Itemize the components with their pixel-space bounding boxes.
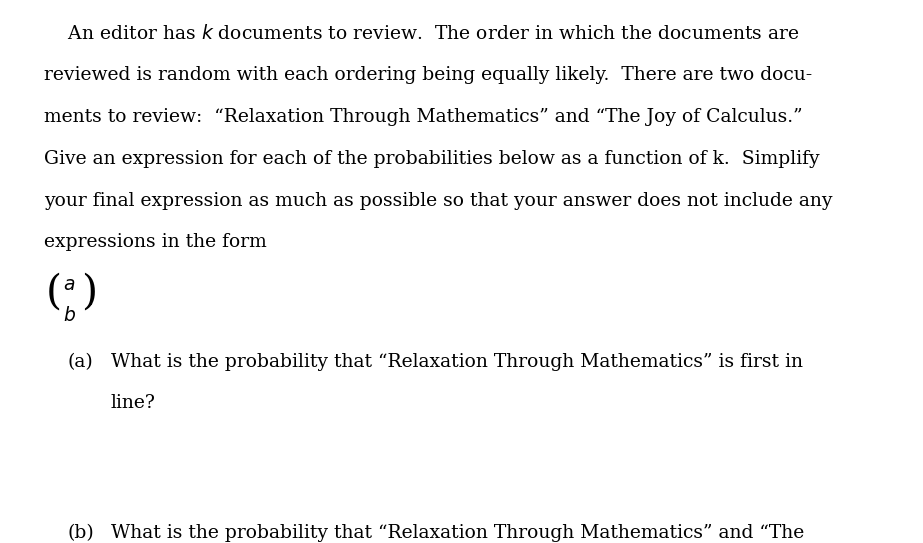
Text: (: (	[46, 273, 62, 313]
Text: line?: line?	[111, 394, 156, 413]
Text: Give an expression for each of the probabilities below as a function of k.  Simp: Give an expression for each of the proba…	[44, 150, 820, 168]
Text: $a$: $a$	[63, 276, 75, 294]
Text: An editor has $k$ documents to review.  The order in which the documents are: An editor has $k$ documents to review. T…	[44, 24, 800, 43]
Text: (b): (b)	[67, 524, 94, 542]
Text: ments to review:  “Relaxation Through Mathematics” and “The Joy of Calculus.”: ments to review: “Relaxation Through Mat…	[44, 108, 803, 126]
Text: your final expression as much as possible so that your answer does not include a: your final expression as much as possibl…	[44, 192, 833, 210]
Text: What is the probability that “Relaxation Through Mathematics” is first in: What is the probability that “Relaxation…	[111, 352, 803, 371]
Text: ): )	[81, 273, 97, 313]
Text: expressions in the form: expressions in the form	[44, 233, 267, 251]
Text: reviewed is random with each ordering being equally likely.  There are two docu-: reviewed is random with each ordering be…	[44, 66, 812, 84]
Text: What is the probability that “Relaxation Through Mathematics” and “The: What is the probability that “Relaxation…	[111, 524, 804, 542]
Text: (a): (a)	[67, 352, 93, 371]
Text: $b$: $b$	[63, 306, 76, 325]
Text: .: .	[87, 291, 92, 309]
